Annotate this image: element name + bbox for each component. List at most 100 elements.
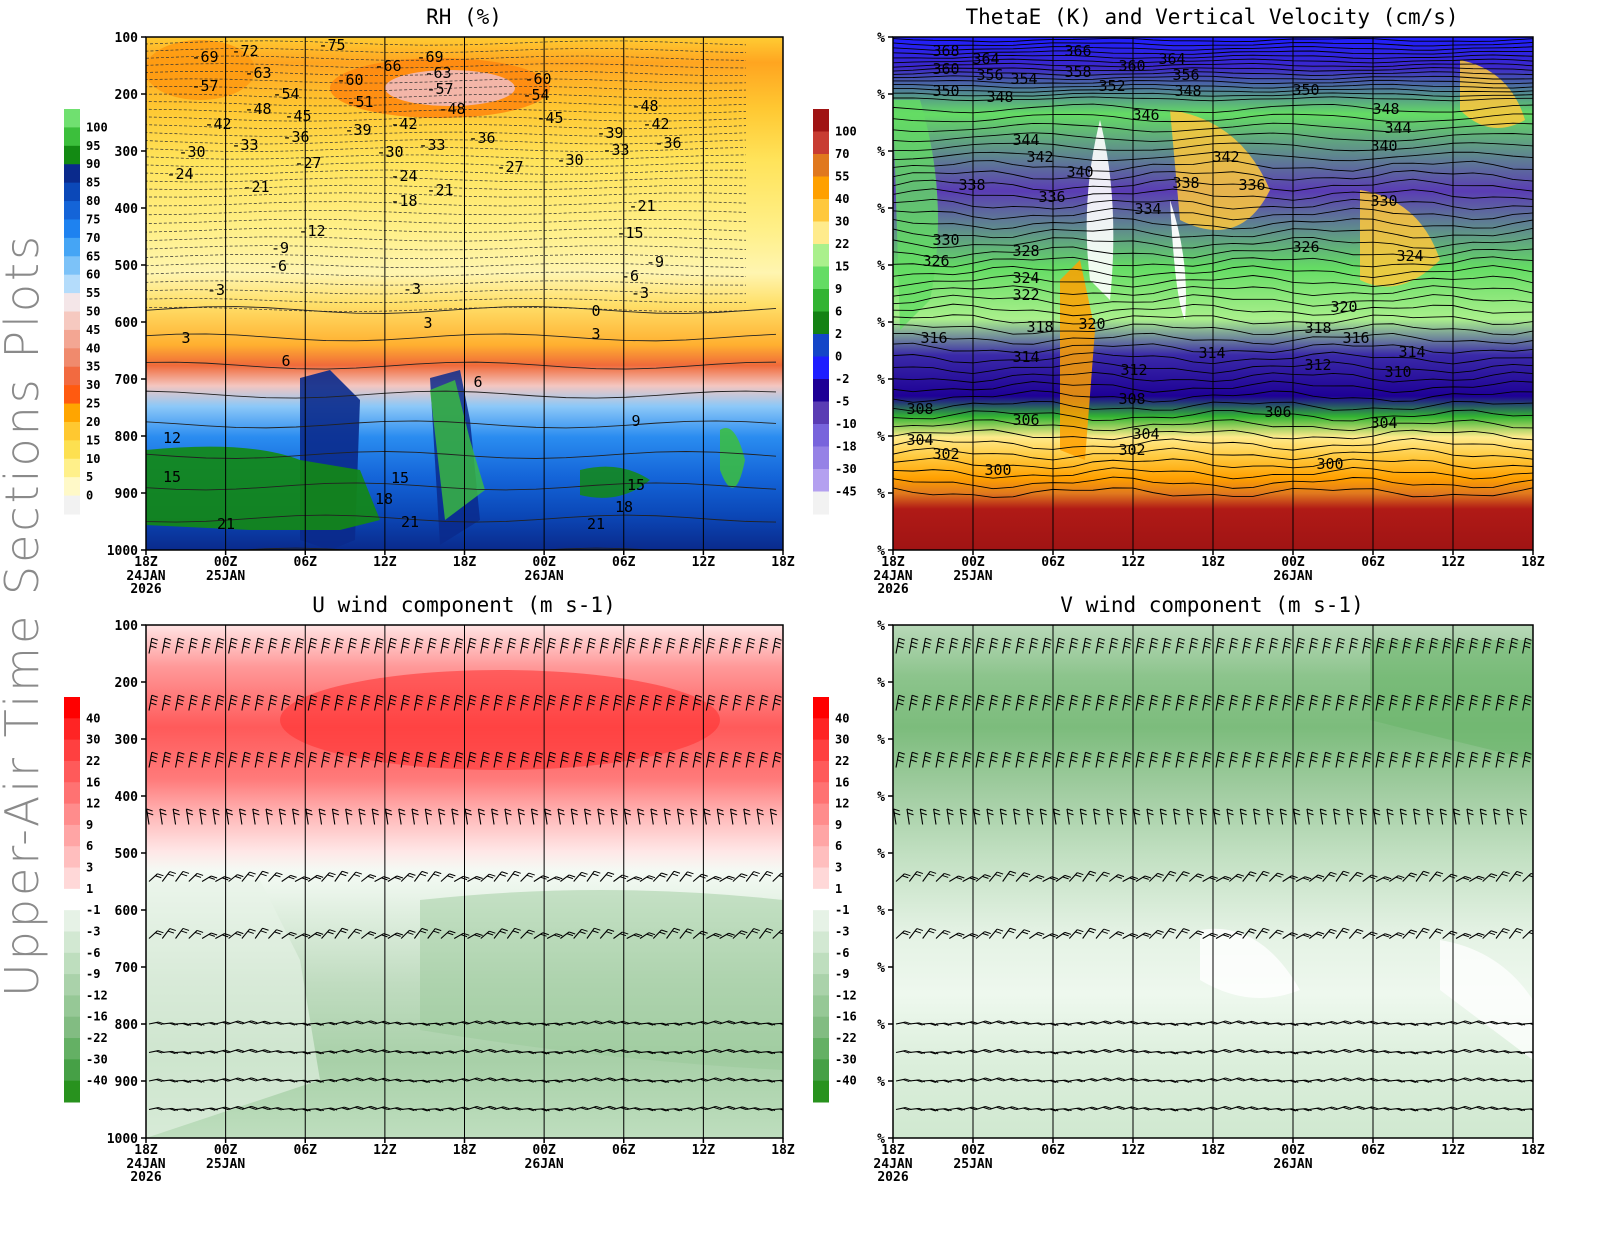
- wind-barb-shaft: [1122, 933, 1133, 939]
- isotherm: [146, 218, 747, 224]
- wind-barb-flag: [252, 808, 259, 812]
- wind-barb-shaft: [959, 808, 964, 825]
- wind-barb-flag: [699, 932, 706, 936]
- wind-barb-flag: [963, 759, 971, 763]
- wind-barb-shaft: [1133, 808, 1137, 825]
- wind-barb-flag: [681, 702, 688, 706]
- wind-barb-flag: [773, 645, 781, 649]
- wind-barb-flag: [912, 694, 919, 698]
- wind-barb-flag: [1251, 1020, 1259, 1024]
- wind-barb-flag: [315, 1108, 322, 1112]
- wind-barb-flag: [1425, 1108, 1432, 1112]
- wind-barb-flag: [523, 751, 530, 755]
- wind-barb-flag: [1356, 1021, 1363, 1025]
- wind-barb-flag: [748, 698, 755, 702]
- wind-barb-flag: [1297, 641, 1305, 645]
- wind-barb-shaft: [626, 933, 637, 939]
- wind-barb-flag: [1181, 930, 1188, 934]
- wind-barb-flag: [1067, 812, 1074, 816]
- wind-barb-shaft: [1239, 808, 1244, 825]
- wind-barb-flag: [1356, 1049, 1363, 1053]
- wind-barb-flag: [1032, 637, 1039, 641]
- wind-barb-flag: [438, 808, 445, 812]
- wind-barb-flag: [421, 927, 429, 931]
- y-tick-label: %: [877, 847, 885, 862]
- isentrope: [893, 142, 1533, 152]
- wind-barb-flag: [284, 751, 291, 755]
- wind-barb-flag: [990, 702, 997, 706]
- colorbar-label: 40: [835, 711, 849, 725]
- wind-barb-flag: [1097, 759, 1104, 763]
- contour-label: -42: [390, 115, 417, 133]
- wind-barb-flag: [1270, 759, 1277, 763]
- wind-barb-flag: [1225, 1048, 1232, 1052]
- wind-barb-flag: [1245, 751, 1252, 755]
- colorbar-swatch: [813, 1038, 829, 1060]
- contour-label: 324: [1396, 247, 1423, 265]
- contour-label: 304: [906, 431, 933, 449]
- wind-barb-flag: [1425, 1022, 1432, 1026]
- wind-barb-flag: [912, 637, 919, 641]
- wind-barb-flag: [762, 694, 769, 698]
- wind-barb-flag: [270, 755, 277, 759]
- wind-barb-flag: [1342, 1078, 1350, 1082]
- wind-barb-flag: [522, 641, 529, 645]
- wind-barb-flag: [1523, 759, 1531, 763]
- y-tick-label: 100: [115, 31, 139, 46]
- wind-barb-flag: [1225, 1020, 1232, 1024]
- wind-barb-flag: [655, 755, 662, 759]
- isentrope: [893, 188, 1533, 202]
- wind-barb-flag: [1297, 698, 1305, 702]
- wind-barb-flag: [363, 755, 370, 759]
- colorbar-swatch: [64, 888, 80, 911]
- wind-barb-flag: [1278, 1050, 1286, 1054]
- wind-barb-flag: [1471, 698, 1478, 702]
- wind-barb-shaft: [745, 871, 755, 882]
- wind-barb-shaft: [1346, 808, 1350, 825]
- wind-barb-flag: [1172, 1022, 1179, 1026]
- wind-barb-flag: [160, 812, 167, 816]
- wind-barb-flag: [616, 637, 623, 641]
- colorbar-label: 70: [835, 147, 849, 161]
- wind-barb-flag: [345, 808, 352, 812]
- wind-barb-flag: [1009, 1078, 1016, 1082]
- wind-barb-flag: [210, 875, 218, 879]
- wind-barb-shaft: [321, 929, 330, 939]
- isotherm: [146, 236, 747, 242]
- wind-barb-shaft: [185, 808, 190, 825]
- isentrope: [893, 294, 1533, 307]
- wind-barb-flag: [641, 759, 648, 763]
- wind-barb-shaft: [546, 876, 557, 882]
- wind-barb-flag: [164, 694, 172, 698]
- isentrope: [893, 390, 1533, 403]
- wind-barb-flag: [288, 1108, 296, 1112]
- wind-barb-flag: [390, 694, 397, 698]
- wind-barb-flag: [275, 1107, 282, 1111]
- wind-barb-flag: [1382, 1107, 1390, 1111]
- wind-barb-shaft: [1282, 932, 1292, 939]
- wind-barb-flag: [1350, 702, 1357, 706]
- wind-barb-shaft: [467, 933, 477, 939]
- colorbar-label: 3: [835, 861, 842, 875]
- wind-barb-flag: [291, 1079, 298, 1083]
- colorbar-label: 10: [86, 452, 100, 466]
- wind-barb-flag: [150, 698, 158, 702]
- wind-barb-flag: [1371, 931, 1378, 935]
- wind-barb-flag: [742, 1077, 749, 1081]
- wind-barb-flag: [1516, 1108, 1523, 1112]
- y-tick-label: 800: [115, 1018, 139, 1033]
- wind-barb-flag: [720, 645, 728, 649]
- wind-barb-flag: [1043, 702, 1051, 706]
- wind-barb-flag: [695, 751, 703, 755]
- wind-barb-flag: [742, 1106, 749, 1110]
- wind-barb-shaft: [652, 929, 662, 939]
- wind-barb-flag: [1490, 873, 1498, 877]
- wind-barb-flag: [1203, 645, 1211, 649]
- wind-barb-flag: [918, 1107, 926, 1111]
- contour-label: -21: [242, 178, 269, 196]
- isotherm: [146, 124, 747, 130]
- wind-barb-flag: [169, 928, 176, 932]
- wind-barb-flag: [609, 1105, 616, 1109]
- wind-barb-flag: [1235, 875, 1242, 879]
- wind-barb-flag: [293, 812, 300, 816]
